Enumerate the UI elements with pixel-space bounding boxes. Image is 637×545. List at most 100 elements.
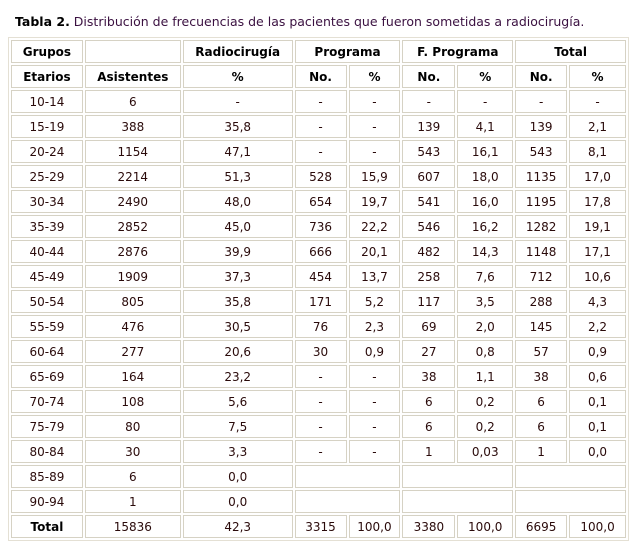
table-cell: 100,0	[348, 515, 401, 538]
table-cell: 13,7	[348, 265, 401, 288]
table-cell: 20,6	[182, 340, 293, 363]
table-cell: -	[294, 140, 347, 163]
header-cell: Total	[515, 40, 626, 63]
table-cell: 25-29	[11, 165, 83, 188]
table-cell: 55-59	[11, 315, 83, 338]
table-cell: -	[348, 115, 401, 138]
table-cell: 0,1	[569, 390, 626, 413]
table-cell: 0,0	[182, 490, 293, 513]
table-cell: 16,0	[457, 190, 514, 213]
header-cell: %	[457, 65, 514, 88]
table-row: 75-79 80 7,5- -6 0,2 6 0,1	[11, 415, 626, 438]
header-cell: %	[182, 65, 293, 88]
empty-cell	[402, 490, 514, 513]
table-row: 90-94 1 0,0	[11, 490, 626, 513]
table-cell: 288	[515, 290, 568, 313]
table-cell: 0,9	[348, 340, 401, 363]
header-cell: No.	[294, 65, 347, 88]
table-cell: 6	[515, 390, 568, 413]
table-cell: -	[348, 390, 401, 413]
empty-cell	[402, 465, 514, 488]
header-cell: Grupos	[11, 40, 83, 63]
table-cell: 40-44	[11, 240, 83, 263]
table-cell: -	[348, 415, 401, 438]
header-cell: %	[569, 65, 626, 88]
header-cell	[84, 40, 181, 63]
table-cell: 145	[515, 315, 568, 338]
table-cell: -	[294, 390, 347, 413]
table-cell: 90-94	[11, 490, 83, 513]
table-cell: 80-84	[11, 440, 83, 463]
table-cell: 0,2	[457, 390, 514, 413]
table-cell: -	[348, 365, 401, 388]
table-cell: 7,5	[182, 415, 293, 438]
table-cell: 42,3	[182, 515, 293, 538]
frequency-table: Grupos Radiocirugía Programa F. Programa…	[8, 37, 629, 541]
table-row: 45-49 1909 37,3 454 13,7 258 7,6 712 10,6	[11, 265, 626, 288]
header-row-1: Grupos Radiocirugía Programa F. Programa…	[11, 40, 626, 63]
table-cell: 85-89	[11, 465, 83, 488]
table-cell: 48,0	[182, 190, 293, 213]
table-cell: -	[515, 90, 568, 113]
table-cell: -	[182, 90, 293, 113]
table-cell: 23,2	[182, 365, 293, 388]
table-cell: 76	[294, 315, 347, 338]
table-cell: 17,8	[569, 190, 626, 213]
table-cell: 6	[515, 415, 568, 438]
table-cell: 38	[402, 365, 456, 388]
table-cell: 1	[84, 490, 181, 513]
table-cell: 541	[402, 190, 456, 213]
table-cell: 2852	[84, 215, 181, 238]
header-cell: Etarios	[11, 65, 83, 88]
table-cell: 37,3	[182, 265, 293, 288]
table-cell: 1	[515, 440, 568, 463]
table-cell: 30	[84, 440, 181, 463]
table-cell: 454	[294, 265, 347, 288]
table-cell: 666	[294, 240, 347, 263]
table-cell: 30	[294, 340, 347, 363]
table-row: 15-19 388 35,8- -139 4,1 139 2,1	[11, 115, 626, 138]
table-cell: 2,1	[569, 115, 626, 138]
table-cell: 3,5	[457, 290, 514, 313]
table-cell: 51,3	[182, 165, 293, 188]
caption-label: Tabla 2.	[15, 14, 70, 29]
table-cell: 20-24	[11, 140, 83, 163]
header-cell: %	[348, 65, 401, 88]
caption-text: Distribución de frecuencias de las pacie…	[69, 14, 585, 29]
table-cell: 7,6	[457, 265, 514, 288]
table-cell: Total	[11, 515, 83, 538]
table-cell: 15-19	[11, 115, 83, 138]
table-cell: 2,3	[348, 315, 401, 338]
header-cell: Programa	[294, 40, 401, 63]
table-cell: -	[294, 440, 347, 463]
table-cell: -	[457, 90, 514, 113]
empty-cell	[294, 465, 401, 488]
table-cell: 108	[84, 390, 181, 413]
table-cell: 388	[84, 115, 181, 138]
table-row: 80-84 30 3,3- -1 0,03 1 0,0	[11, 440, 626, 463]
table-cell: 75-79	[11, 415, 83, 438]
table-cell: 6	[402, 415, 456, 438]
table-cell: 27	[402, 340, 456, 363]
table-cell: 171	[294, 290, 347, 313]
table-cell: 6	[84, 90, 181, 113]
table-cell: 22,2	[348, 215, 401, 238]
table-cell: 0,03	[457, 440, 514, 463]
table-cell: 1282	[515, 215, 568, 238]
table-cell: 50-54	[11, 290, 83, 313]
table-cell: 736	[294, 215, 347, 238]
table-cell: 1	[402, 440, 456, 463]
table-row: 85-89 6 0,0	[11, 465, 626, 488]
header-cell: F. Programa	[402, 40, 514, 63]
table-cell: 543	[515, 140, 568, 163]
table-cell: 6695	[515, 515, 568, 538]
table-cell: 47,1	[182, 140, 293, 163]
table-cell: 4,3	[569, 290, 626, 313]
table-row: 60-64 277 20,6 30 0,9 27 0,8 57 0,9	[11, 340, 626, 363]
table-cell: 14,3	[457, 240, 514, 263]
table-cell: 0,2	[457, 415, 514, 438]
table-caption: Tabla 2. Distribución de frecuencias de …	[15, 14, 584, 29]
table-cell: 35,8	[182, 115, 293, 138]
header-cell: Asistentes	[84, 65, 181, 88]
table-cell: 70-74	[11, 390, 83, 413]
